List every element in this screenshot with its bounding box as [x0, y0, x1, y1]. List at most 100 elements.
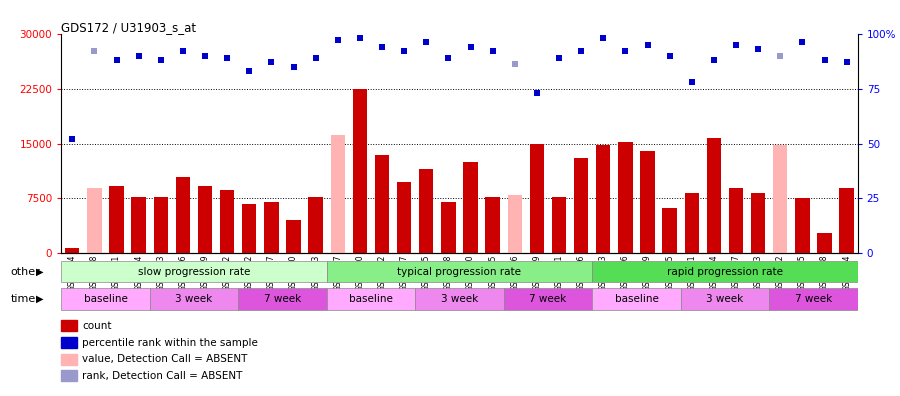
Point: [552, 55, 566, 61]
Bar: [508, 195, 522, 253]
Point: [198, 52, 212, 59]
Point: [796, 39, 810, 46]
Point: [374, 44, 389, 50]
Point: [242, 68, 256, 74]
Bar: [176, 177, 190, 253]
Text: GDS172 / U31903_s_at: GDS172 / U31903_s_at: [61, 21, 196, 34]
Bar: [485, 197, 500, 253]
Point: [265, 59, 279, 65]
Point: [286, 63, 301, 70]
Point: [353, 35, 367, 41]
Point: [751, 46, 765, 52]
Point: [154, 57, 168, 63]
Bar: [109, 186, 123, 253]
Bar: [796, 198, 810, 253]
Bar: [706, 138, 721, 253]
Bar: [353, 89, 367, 253]
Bar: [220, 190, 234, 253]
Text: rapid progression rate: rapid progression rate: [667, 267, 783, 277]
Text: percentile rank within the sample: percentile rank within the sample: [82, 337, 257, 348]
Point: [109, 57, 123, 63]
Bar: [618, 142, 633, 253]
Text: value, Detection Call = ABSENT: value, Detection Call = ABSENT: [82, 354, 248, 364]
Bar: [640, 151, 654, 253]
Bar: [596, 145, 610, 253]
FancyBboxPatch shape: [680, 287, 770, 310]
Text: 3 week: 3 week: [176, 293, 212, 304]
Point: [817, 57, 832, 63]
Point: [464, 44, 478, 50]
Text: ▶: ▶: [36, 267, 43, 277]
Point: [485, 48, 500, 54]
Point: [87, 48, 102, 54]
Bar: [840, 187, 854, 253]
Point: [508, 61, 522, 68]
Bar: [530, 143, 544, 253]
Bar: [374, 154, 389, 253]
Text: typical progression rate: typical progression rate: [398, 267, 521, 277]
Point: [640, 42, 654, 48]
Bar: [464, 162, 478, 253]
Bar: [309, 197, 323, 253]
Point: [176, 48, 190, 54]
Point: [397, 48, 411, 54]
Point: [840, 59, 854, 65]
Text: 3 week: 3 week: [441, 293, 478, 304]
Point: [685, 79, 699, 85]
FancyBboxPatch shape: [327, 261, 592, 282]
Text: 7 week: 7 week: [795, 293, 833, 304]
Bar: [265, 202, 279, 253]
Bar: [286, 221, 301, 253]
Bar: [441, 202, 455, 253]
FancyBboxPatch shape: [149, 287, 238, 310]
FancyBboxPatch shape: [415, 287, 504, 310]
FancyBboxPatch shape: [238, 287, 327, 310]
Bar: [662, 208, 677, 253]
Point: [530, 90, 544, 96]
Bar: [198, 186, 212, 253]
Bar: [131, 197, 146, 253]
Point: [596, 35, 610, 41]
FancyBboxPatch shape: [592, 287, 680, 310]
Point: [773, 52, 788, 59]
Text: 7 week: 7 week: [264, 293, 302, 304]
Bar: [685, 192, 699, 253]
Point: [220, 55, 234, 61]
FancyBboxPatch shape: [327, 287, 415, 310]
Text: baseline: baseline: [349, 293, 393, 304]
Bar: [773, 145, 788, 253]
Point: [574, 48, 589, 54]
Text: 3 week: 3 week: [706, 293, 743, 304]
Point: [65, 136, 79, 142]
Point: [330, 37, 345, 44]
Text: ▶: ▶: [36, 293, 43, 304]
Bar: [397, 182, 411, 253]
Text: count: count: [82, 321, 112, 331]
FancyBboxPatch shape: [61, 261, 327, 282]
Text: slow progression rate: slow progression rate: [138, 267, 250, 277]
Bar: [574, 158, 589, 253]
FancyBboxPatch shape: [770, 287, 858, 310]
Bar: [330, 135, 345, 253]
Point: [706, 57, 721, 63]
FancyBboxPatch shape: [592, 261, 858, 282]
Point: [618, 48, 633, 54]
Bar: [751, 193, 765, 253]
Text: baseline: baseline: [84, 293, 128, 304]
Bar: [552, 197, 566, 253]
Point: [662, 52, 677, 59]
Text: time: time: [11, 293, 36, 304]
FancyBboxPatch shape: [61, 287, 149, 310]
Bar: [729, 187, 743, 253]
Point: [441, 55, 455, 61]
Point: [419, 39, 434, 46]
Bar: [154, 197, 168, 253]
Bar: [87, 187, 102, 253]
Text: 7 week: 7 week: [529, 293, 567, 304]
FancyBboxPatch shape: [504, 287, 592, 310]
Point: [131, 52, 146, 59]
Bar: [817, 233, 832, 253]
Point: [729, 42, 743, 48]
Bar: [242, 204, 256, 253]
Bar: [419, 169, 434, 253]
